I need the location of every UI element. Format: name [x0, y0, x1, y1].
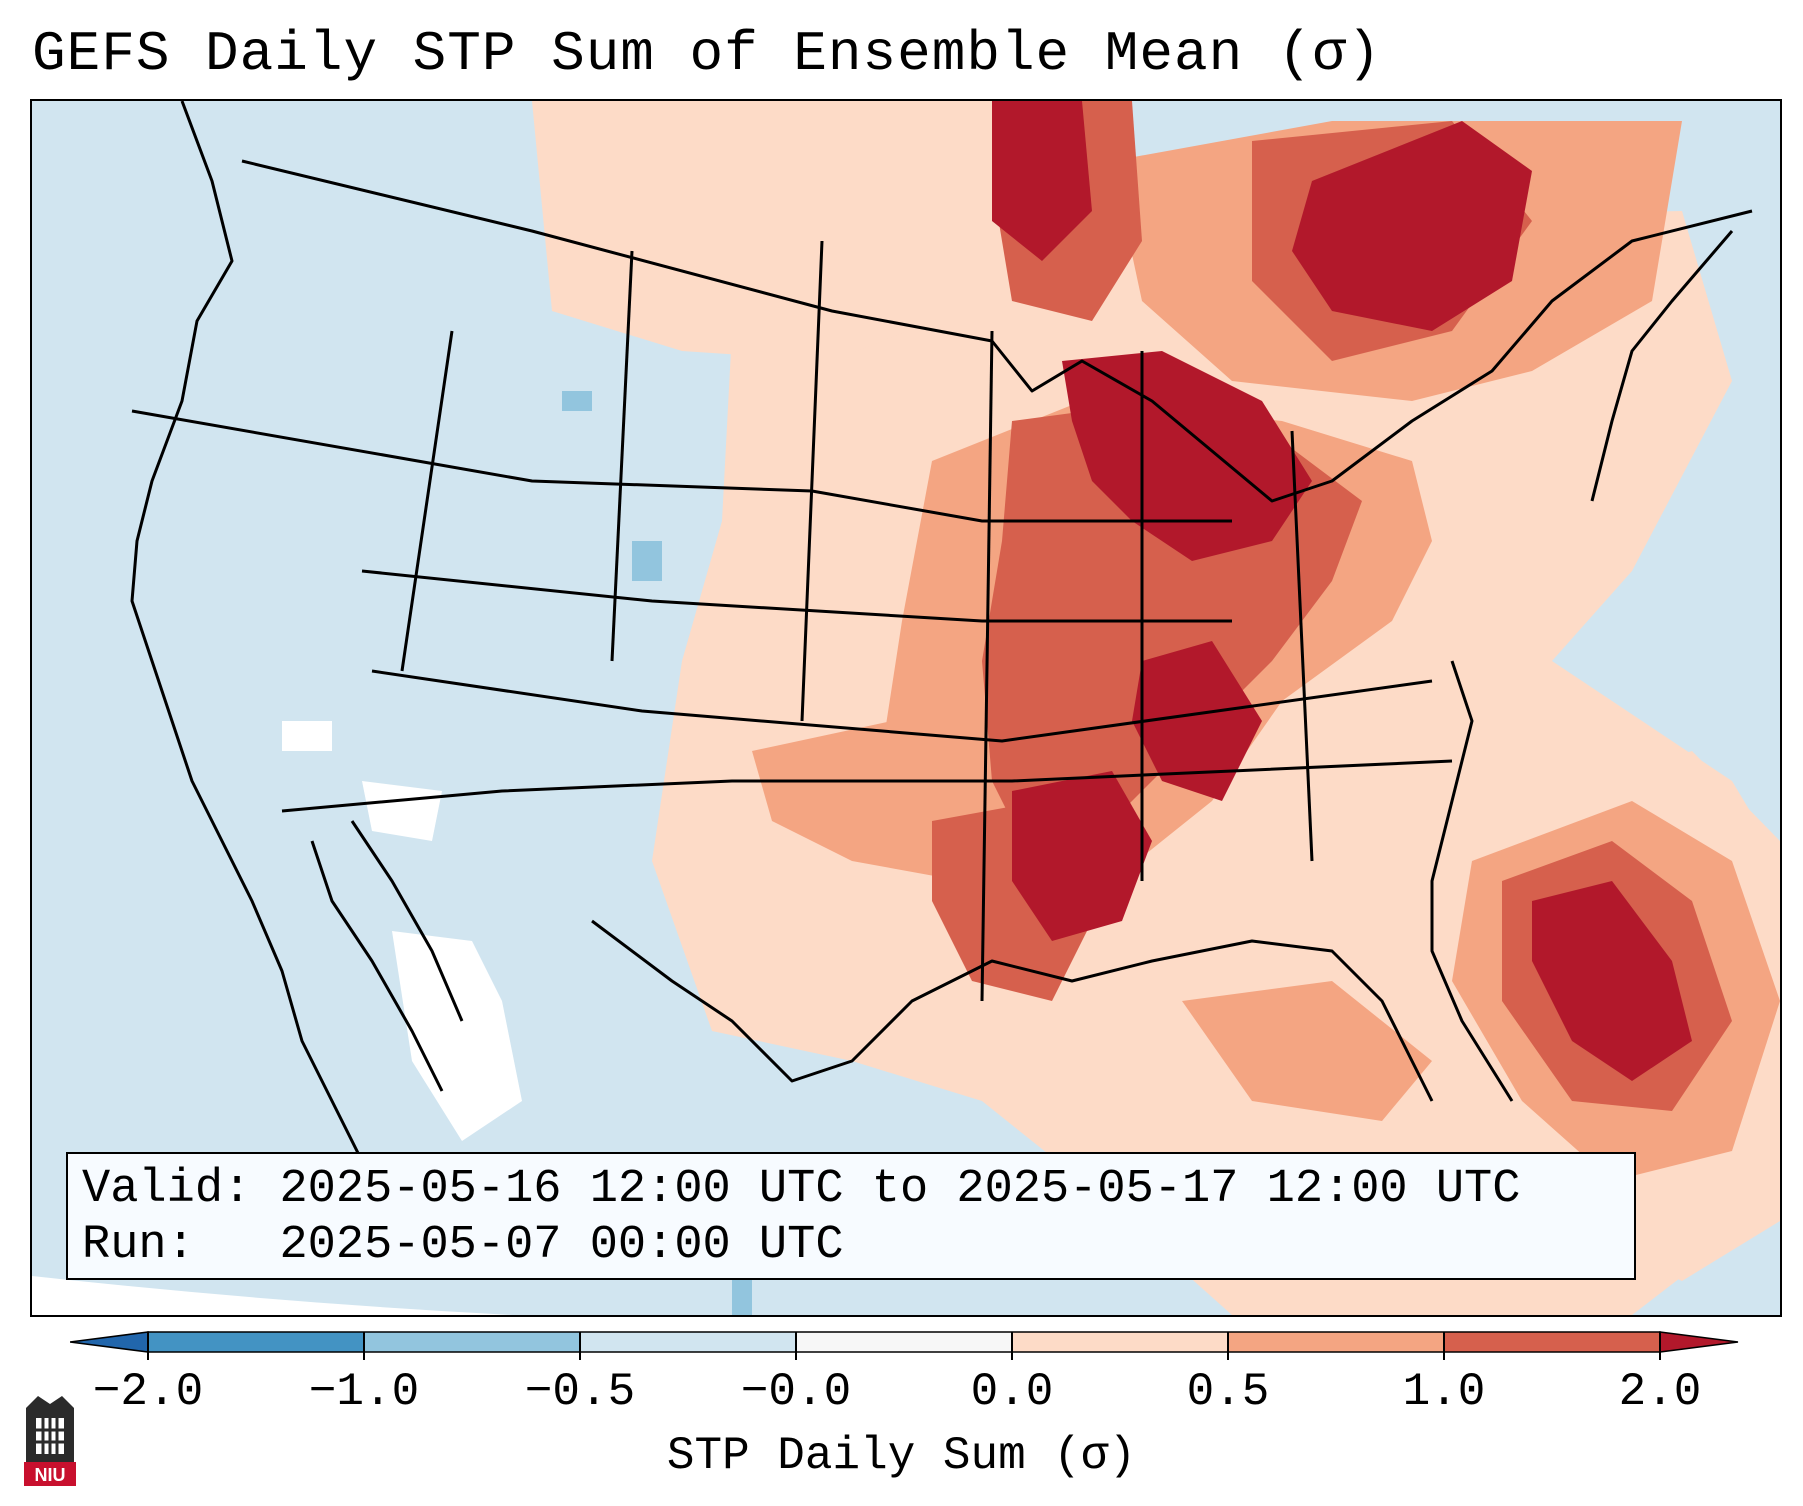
run-label: Run:	[82, 1219, 195, 1272]
colorbar	[70, 1331, 1739, 1360]
colorbar-tick-label: −2.0	[92, 1366, 204, 1418]
colorbar-bin-6	[1228, 1332, 1444, 1352]
colorbar-tick-label: −0.5	[524, 1366, 636, 1418]
colorbar-tick-label: 0.5	[1186, 1366, 1270, 1418]
colorbar-bin-3	[580, 1332, 796, 1352]
off-domain-area	[32, 1276, 513, 1315]
valid-run-info-box: Valid: 2025-05-16 12:00 UTC to 2025-05-1…	[66, 1152, 1636, 1280]
niu-logo: NIU	[24, 1396, 76, 1486]
colorbar-below-min	[70, 1331, 149, 1353]
coastlines-and-borders	[130, 101, 1753, 1162]
colorbar-above-max	[1659, 1331, 1739, 1353]
logo-text: NIU	[35, 1465, 66, 1485]
run-value: 2025-05-07 00:00 UTC	[279, 1219, 844, 1272]
colorbar-bin-7	[1444, 1332, 1660, 1352]
valid-value: 2025-05-16 12:00 UTC to 2025-05-17 12:00…	[279, 1163, 1521, 1216]
stp-map-svg	[32, 101, 1780, 1315]
colorbar-tick-label: 1.0	[1402, 1366, 1486, 1418]
colorbar-bin-2	[364, 1332, 580, 1352]
colorbar-bin-5	[1012, 1332, 1228, 1352]
colorbar-bin-1	[148, 1332, 364, 1352]
colorbar-tick-label: −1.0	[308, 1366, 420, 1418]
anomaly-field	[282, 101, 1780, 1315]
colorbar-tick-label: 2.0	[1618, 1366, 1702, 1418]
colorbar-label: STP Daily Sum (σ)	[666, 1430, 1137, 1482]
colorbar-tick-label: 0.0	[970, 1366, 1054, 1418]
stp-map-panel	[30, 99, 1782, 1317]
map-title: GEFS Daily STP Sum of Ensemble Mean (σ)	[32, 22, 1382, 86]
valid-label: Valid:	[82, 1163, 252, 1216]
colorbar-bin-4	[796, 1332, 1012, 1352]
colorbar-tick-label: −0.0	[740, 1366, 852, 1418]
